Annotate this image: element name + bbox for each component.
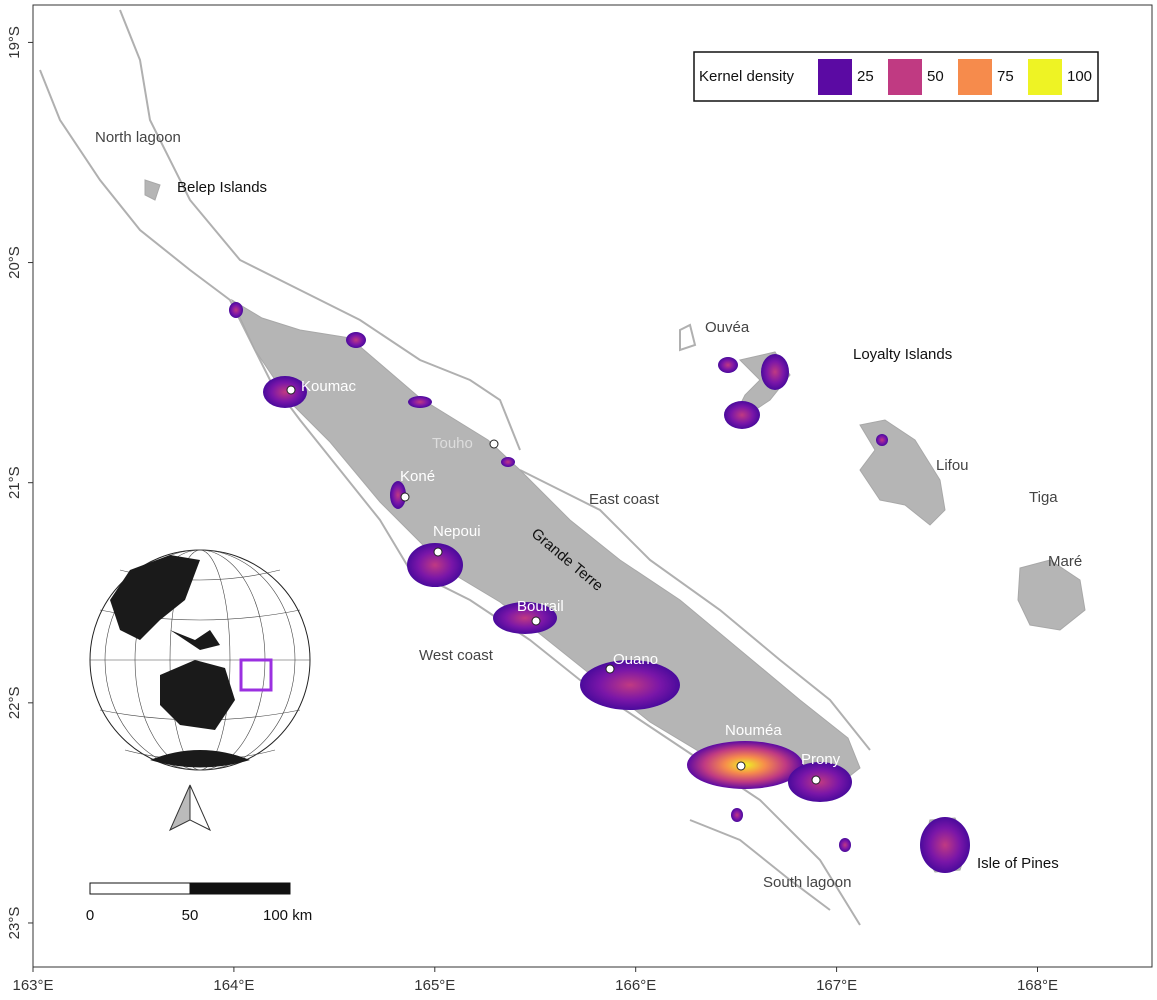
town-marker: [400, 492, 410, 502]
x-tick-label: 165°E: [414, 977, 455, 994]
region-label: Isle of Pines: [977, 855, 1059, 872]
legend: Kernel density 25 50 75 100: [693, 51, 1099, 102]
x-tick-label: 166°E: [615, 977, 656, 994]
town-marker: [811, 775, 821, 785]
x-tick-label: 163°E: [12, 977, 53, 994]
town-label: Ouano: [613, 651, 658, 668]
legend-title: Kernel density: [699, 68, 795, 85]
region-label: North lagoon: [95, 129, 181, 146]
legend-label: 25: [857, 68, 874, 85]
region-label: Belep Islands: [177, 179, 267, 196]
town-label: Koné: [400, 468, 435, 485]
town-label: Bourail: [517, 598, 564, 615]
town-marker: [736, 761, 746, 771]
region-label: Maré: [1048, 553, 1082, 570]
region-label: South lagoon: [763, 874, 851, 891]
scale-label: 0: [86, 907, 94, 924]
town-label: Prony: [801, 751, 841, 768]
y-tick-label: 22°S: [6, 686, 23, 719]
town-marker: [531, 616, 541, 626]
legend-label: 100: [1067, 68, 1092, 85]
town-label: Koumac: [301, 378, 357, 395]
y-tick-label: 20°S: [6, 246, 23, 279]
region-label: Lifou: [936, 457, 969, 474]
town-marker: [433, 547, 443, 557]
region-label: East coast: [589, 491, 660, 508]
scale-label: 100 km: [263, 907, 312, 924]
inset-globe: [89, 549, 311, 832]
town-label: Touho: [432, 435, 473, 452]
town-marker: [286, 385, 296, 395]
x-tick-label: 164°E: [213, 977, 254, 994]
region-label: Ouvéa: [705, 319, 750, 336]
y-tick-label: 21°S: [6, 466, 23, 499]
y-tick-label: 19°S: [6, 26, 23, 59]
legend-swatch: [888, 59, 922, 95]
legend-label: 75: [997, 68, 1014, 85]
town-label: Nouméa: [725, 722, 782, 739]
town-marker: [489, 439, 499, 449]
y-tick-label: 23°S: [6, 907, 23, 940]
legend-swatch: [958, 59, 992, 95]
legend-label: 50: [927, 68, 944, 85]
x-tick-label: 167°E: [816, 977, 857, 994]
legend-swatch: [818, 59, 852, 95]
panel: [32, 4, 1153, 968]
town-marker: [605, 664, 615, 674]
scale-bar: 0 50 100 km: [86, 882, 312, 924]
x-tick-label: 168°E: [1017, 977, 1058, 994]
region-label: Tiga: [1029, 489, 1058, 506]
legend-swatch: [1028, 59, 1062, 95]
town-label: Nepoui: [433, 523, 481, 540]
region-label: Loyalty Islands: [853, 346, 952, 363]
region-label: West coast: [419, 647, 494, 664]
scale-label: 50: [182, 907, 199, 924]
